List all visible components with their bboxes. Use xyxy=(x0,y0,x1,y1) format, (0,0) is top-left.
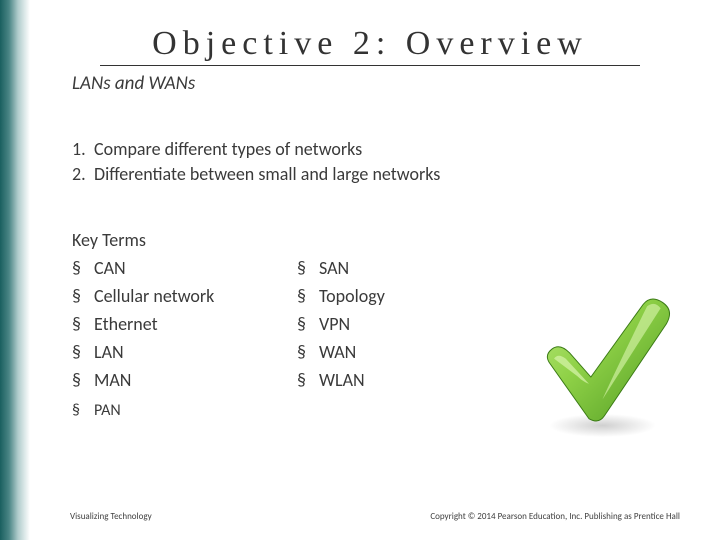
term-text: PAN xyxy=(94,401,121,420)
slide-subtitle: LANs and WANs xyxy=(72,72,670,95)
objective-item: 2.Differentiate between small and large … xyxy=(72,162,670,187)
term-text: WAN xyxy=(319,341,356,363)
left-gradient-bar xyxy=(0,0,30,540)
term-item: §Topology xyxy=(297,283,467,311)
footer-left: Visualizing Technology xyxy=(70,511,152,522)
checkmark-icon xyxy=(525,285,680,440)
term-item: §PAN xyxy=(72,399,297,424)
term-text: Ethernet xyxy=(94,313,158,335)
objective-text: Compare different types of networks xyxy=(94,138,362,160)
slide-title: Objective 2: Overview xyxy=(100,25,640,66)
objectives-list: 1.Compare different types of networks 2.… xyxy=(72,137,670,187)
term-text: VPN xyxy=(319,313,350,335)
term-item: §WAN xyxy=(297,339,467,367)
keyterms-col2: §SAN §Topology §VPN §WAN §WLAN xyxy=(297,255,467,423)
term-item: §CAN xyxy=(72,255,297,283)
term-item: §SAN xyxy=(297,255,467,283)
footer-right: Copyright © 2014 Pearson Education, Inc.… xyxy=(430,511,680,522)
term-item: §MAN xyxy=(72,367,297,395)
term-text: Cellular network xyxy=(94,285,214,307)
term-text: MAN xyxy=(94,369,131,391)
term-item: §Cellular network xyxy=(72,283,297,311)
term-text: LAN xyxy=(94,341,124,363)
keyterms-heading: Key Terms xyxy=(72,229,670,251)
objective-item: 1.Compare different types of networks xyxy=(72,137,670,162)
objective-text: Differentiate between small and large ne… xyxy=(94,163,440,185)
term-text: CAN xyxy=(94,257,126,279)
term-item: §WLAN xyxy=(297,367,467,395)
term-text: Topology xyxy=(319,285,385,307)
term-item: §VPN xyxy=(297,311,467,339)
term-text: SAN xyxy=(319,257,349,279)
keyterms-col1: §CAN §Cellular network §Ethernet §LAN §M… xyxy=(72,255,297,423)
term-item: §Ethernet xyxy=(72,311,297,339)
term-text: WLAN xyxy=(319,369,365,391)
term-item: §LAN xyxy=(72,339,297,367)
